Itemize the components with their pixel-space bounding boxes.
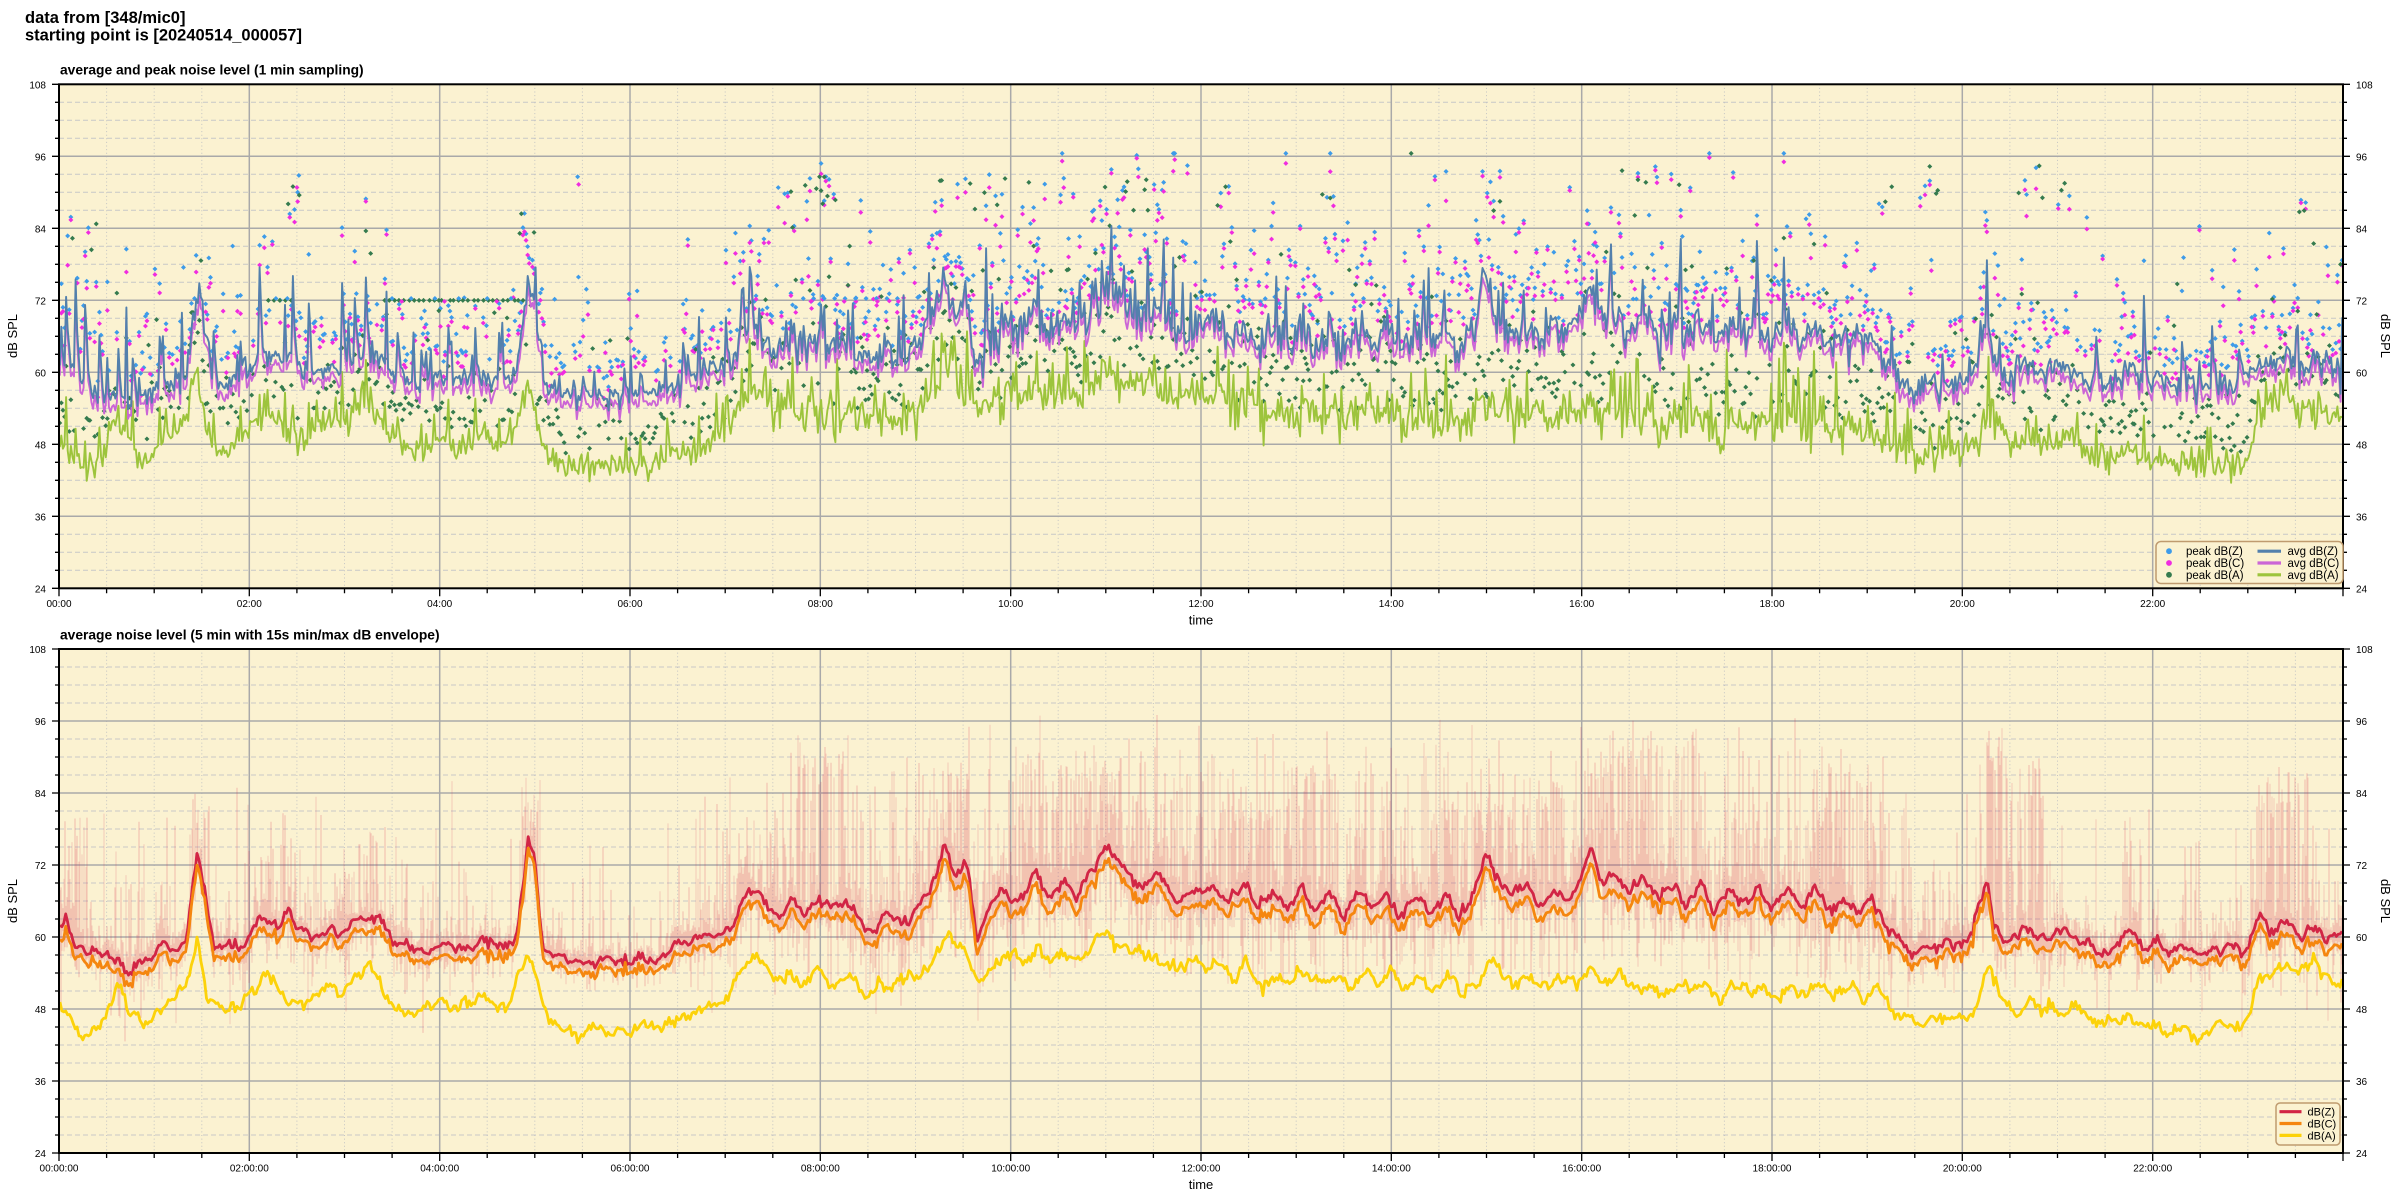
svg-text:10:00: 10:00 [998, 599, 1023, 610]
svg-text:60: 60 [35, 368, 47, 379]
svg-text:24: 24 [2356, 1149, 2368, 1160]
svg-text:16:00:00: 16:00:00 [1562, 1164, 1601, 1175]
svg-text:108: 108 [29, 645, 46, 656]
svg-text:dB(Z): dB(Z) [2308, 1107, 2336, 1119]
svg-text:72: 72 [2356, 296, 2368, 307]
svg-text:60: 60 [2356, 933, 2368, 944]
svg-text:22:00: 22:00 [2140, 599, 2165, 610]
svg-text:02:00: 02:00 [237, 599, 262, 610]
svg-text:04:00:00: 04:00:00 [420, 1164, 459, 1175]
svg-text:06:00: 06:00 [617, 599, 642, 610]
svg-text:18:00: 18:00 [1759, 599, 1784, 610]
svg-text:02:00:00: 02:00:00 [230, 1164, 269, 1175]
svg-text:average noise level (5 min wit: average noise level (5 min with 15s min/… [60, 628, 440, 643]
svg-text:24: 24 [2356, 584, 2368, 595]
svg-text:108: 108 [29, 80, 46, 91]
svg-text:04:00: 04:00 [427, 599, 452, 610]
svg-text:data from [348/mic0]: data from [348/mic0] [25, 9, 185, 27]
svg-text:time: time [1189, 1177, 1214, 1192]
svg-text:24: 24 [35, 1149, 47, 1160]
svg-text:dB(C): dB(C) [2308, 1119, 2337, 1131]
svg-text:48: 48 [2356, 440, 2368, 451]
svg-text:24: 24 [35, 584, 47, 595]
svg-text:16:00: 16:00 [1569, 599, 1594, 610]
svg-text:60: 60 [2356, 368, 2368, 379]
svg-text:36: 36 [35, 1077, 47, 1088]
svg-text:dB(A): dB(A) [2308, 1130, 2336, 1142]
svg-text:00:00: 00:00 [46, 599, 71, 610]
svg-text:dB SPL: dB SPL [2378, 314, 2393, 358]
svg-text:14:00: 14:00 [1379, 599, 1404, 610]
svg-text:84: 84 [35, 789, 47, 800]
svg-text:48: 48 [2356, 1005, 2368, 1016]
svg-text:22:00:00: 22:00:00 [2133, 1164, 2172, 1175]
svg-text:dB SPL: dB SPL [5, 879, 20, 923]
svg-text:18:00:00: 18:00:00 [1753, 1164, 1792, 1175]
svg-text:10:00:00: 10:00:00 [991, 1164, 1030, 1175]
svg-text:36: 36 [2356, 512, 2368, 523]
svg-text:60: 60 [35, 933, 47, 944]
svg-text:12:00: 12:00 [1188, 599, 1213, 610]
svg-text:peak dB(Z): peak dB(Z) [2186, 546, 2243, 558]
svg-text:48: 48 [35, 1005, 47, 1016]
svg-text:20:00:00: 20:00:00 [1943, 1164, 1982, 1175]
svg-text:108: 108 [2356, 645, 2373, 656]
svg-text:36: 36 [35, 512, 47, 523]
svg-text:avg dB(C): avg dB(C) [2288, 558, 2340, 570]
svg-text:96: 96 [2356, 152, 2368, 163]
svg-text:72: 72 [2356, 861, 2368, 872]
svg-text:dB SPL: dB SPL [2378, 879, 2393, 923]
svg-text:84: 84 [2356, 224, 2368, 235]
svg-text:peak dB(C): peak dB(C) [2186, 558, 2244, 570]
svg-text:dB SPL: dB SPL [5, 314, 20, 358]
svg-text:96: 96 [35, 717, 47, 728]
svg-text:06:00:00: 06:00:00 [611, 1164, 650, 1175]
svg-text:36: 36 [2356, 1077, 2368, 1088]
svg-text:peak dB(A): peak dB(A) [2186, 570, 2244, 582]
svg-text:avg dB(Z): avg dB(Z) [2288, 546, 2339, 558]
svg-text:avg dB(A): avg dB(A) [2288, 570, 2339, 582]
svg-text:08:00: 08:00 [808, 599, 833, 610]
svg-text:08:00:00: 08:00:00 [801, 1164, 840, 1175]
svg-text:time: time [1189, 612, 1214, 627]
svg-text:starting point is [20240514_00: starting point is [20240514_000057] [25, 27, 302, 45]
svg-text:72: 72 [35, 296, 47, 307]
svg-text:48: 48 [35, 440, 47, 451]
svg-text:108: 108 [2356, 80, 2373, 91]
svg-text:00:00:00: 00:00:00 [40, 1164, 79, 1175]
svg-text:96: 96 [2356, 717, 2368, 728]
svg-text:12:00:00: 12:00:00 [1182, 1164, 1221, 1175]
svg-text:84: 84 [35, 224, 47, 235]
svg-text:84: 84 [2356, 789, 2368, 800]
svg-text:14:00:00: 14:00:00 [1372, 1164, 1411, 1175]
svg-text:average and peak noise level (: average and peak noise level (1 min samp… [60, 63, 364, 78]
svg-text:96: 96 [35, 152, 47, 163]
svg-text:72: 72 [35, 861, 47, 872]
svg-text:20:00: 20:00 [1950, 599, 1975, 610]
